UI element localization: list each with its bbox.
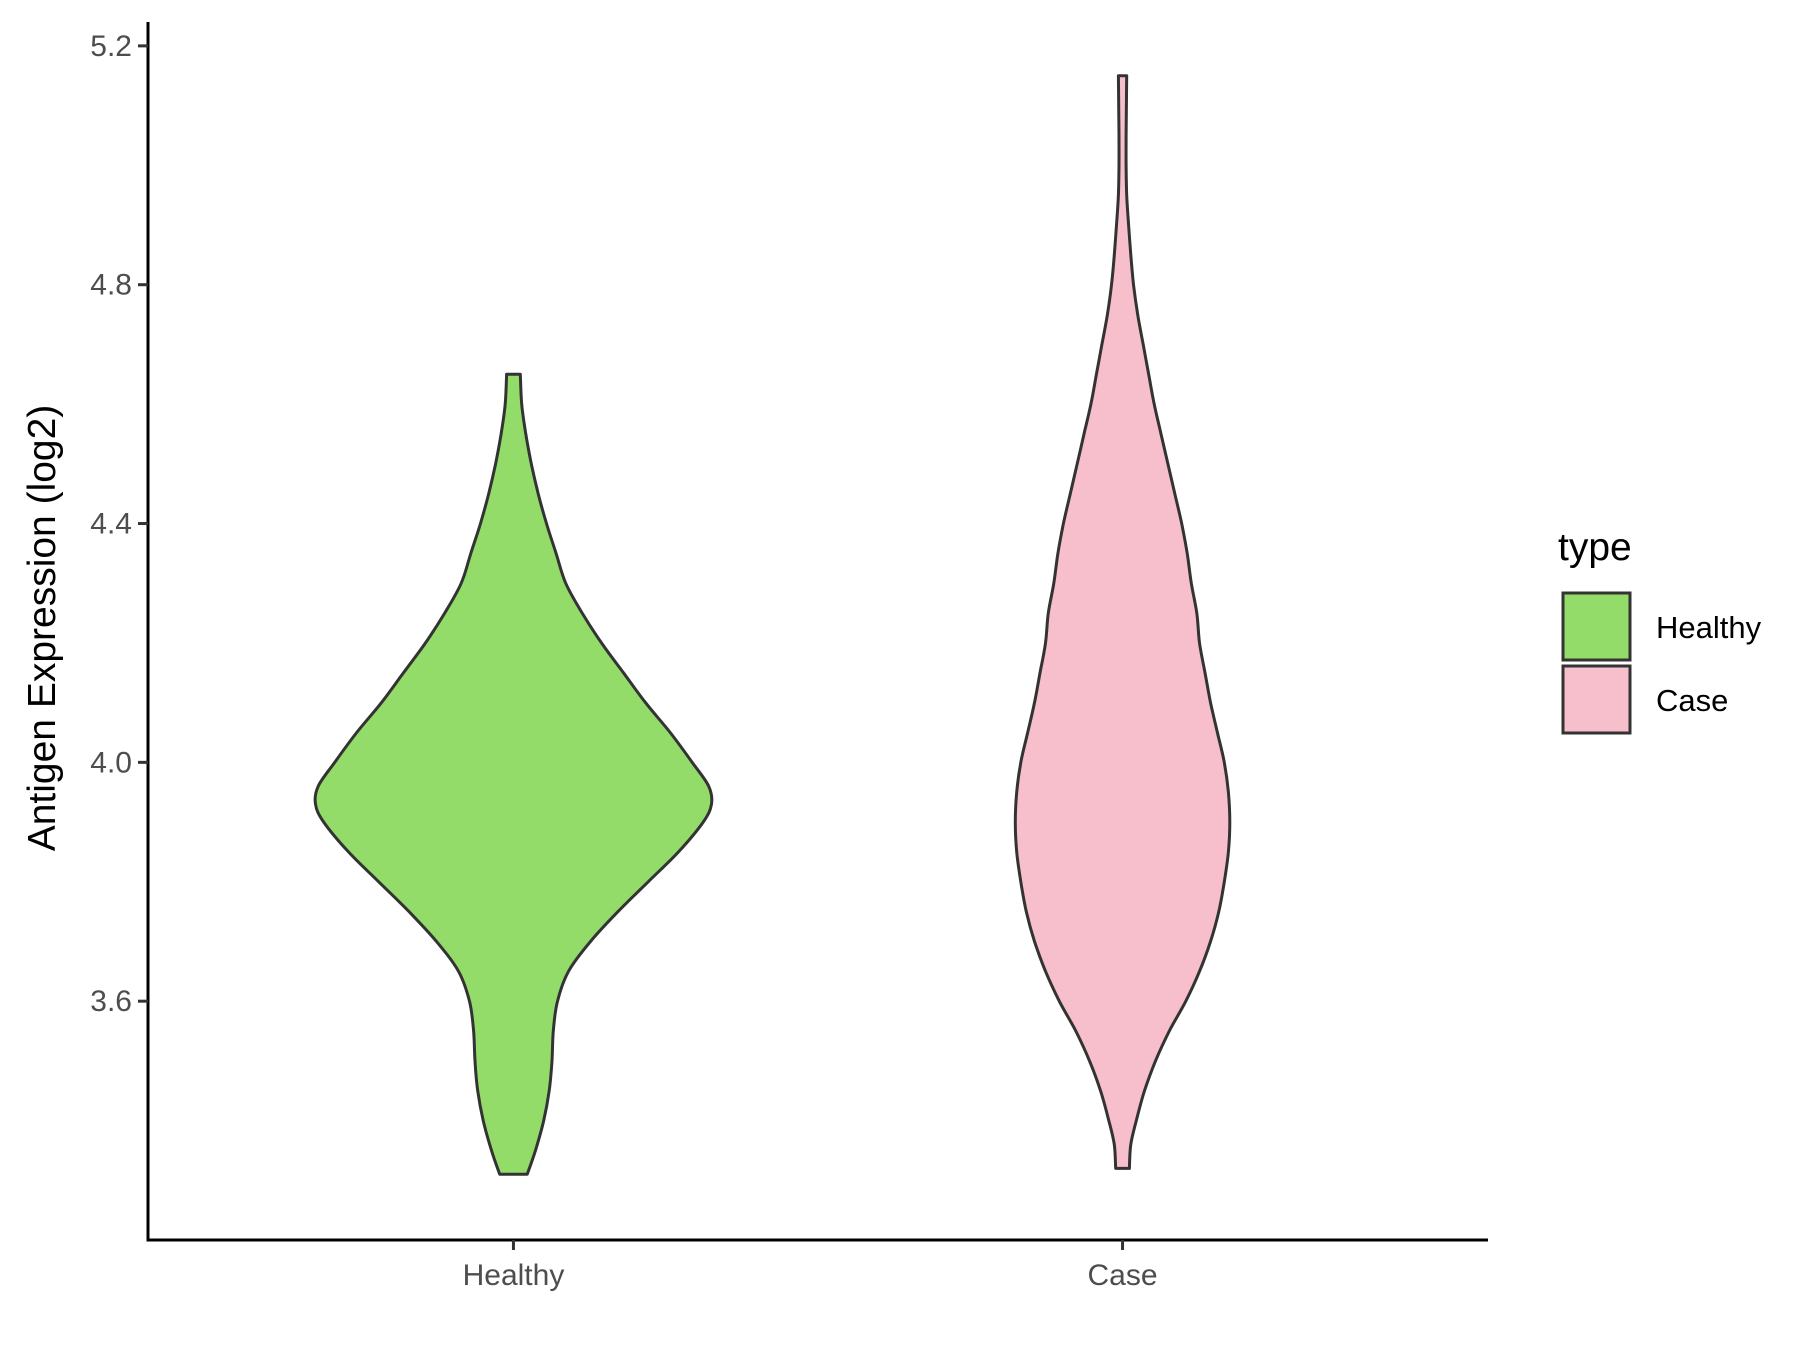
legend-label-case: Case (1656, 683, 1728, 718)
legend-label-healthy: Healthy (1656, 610, 1762, 645)
legend-key-case (1561, 664, 1632, 735)
y-tick-label: 4.4 (90, 508, 132, 541)
y-tick-label: 5.2 (90, 30, 132, 63)
x-tick-label: Case (1088, 1259, 1158, 1292)
x-tick-label: Healthy (463, 1259, 565, 1292)
violin-layer (313, 74, 1232, 1176)
violin-case (1013, 74, 1232, 1170)
legend-key-healthy (1561, 591, 1632, 662)
y-axis-title: Antigen Expression (log2) (21, 405, 64, 852)
legend-title: type (1558, 526, 1632, 569)
violin-healthy (313, 372, 714, 1176)
y-tick-label: 4.8 (90, 269, 132, 302)
y-axis: 3.6 4.0 4.4 4.8 5.2 (90, 22, 150, 1240)
y-tick-label: 3.6 (90, 985, 132, 1018)
y-tick-label: 4.0 (90, 746, 132, 779)
x-axis: Healthy Case (146, 1238, 1488, 1292)
legend: type Healthy Case (1558, 526, 1762, 735)
